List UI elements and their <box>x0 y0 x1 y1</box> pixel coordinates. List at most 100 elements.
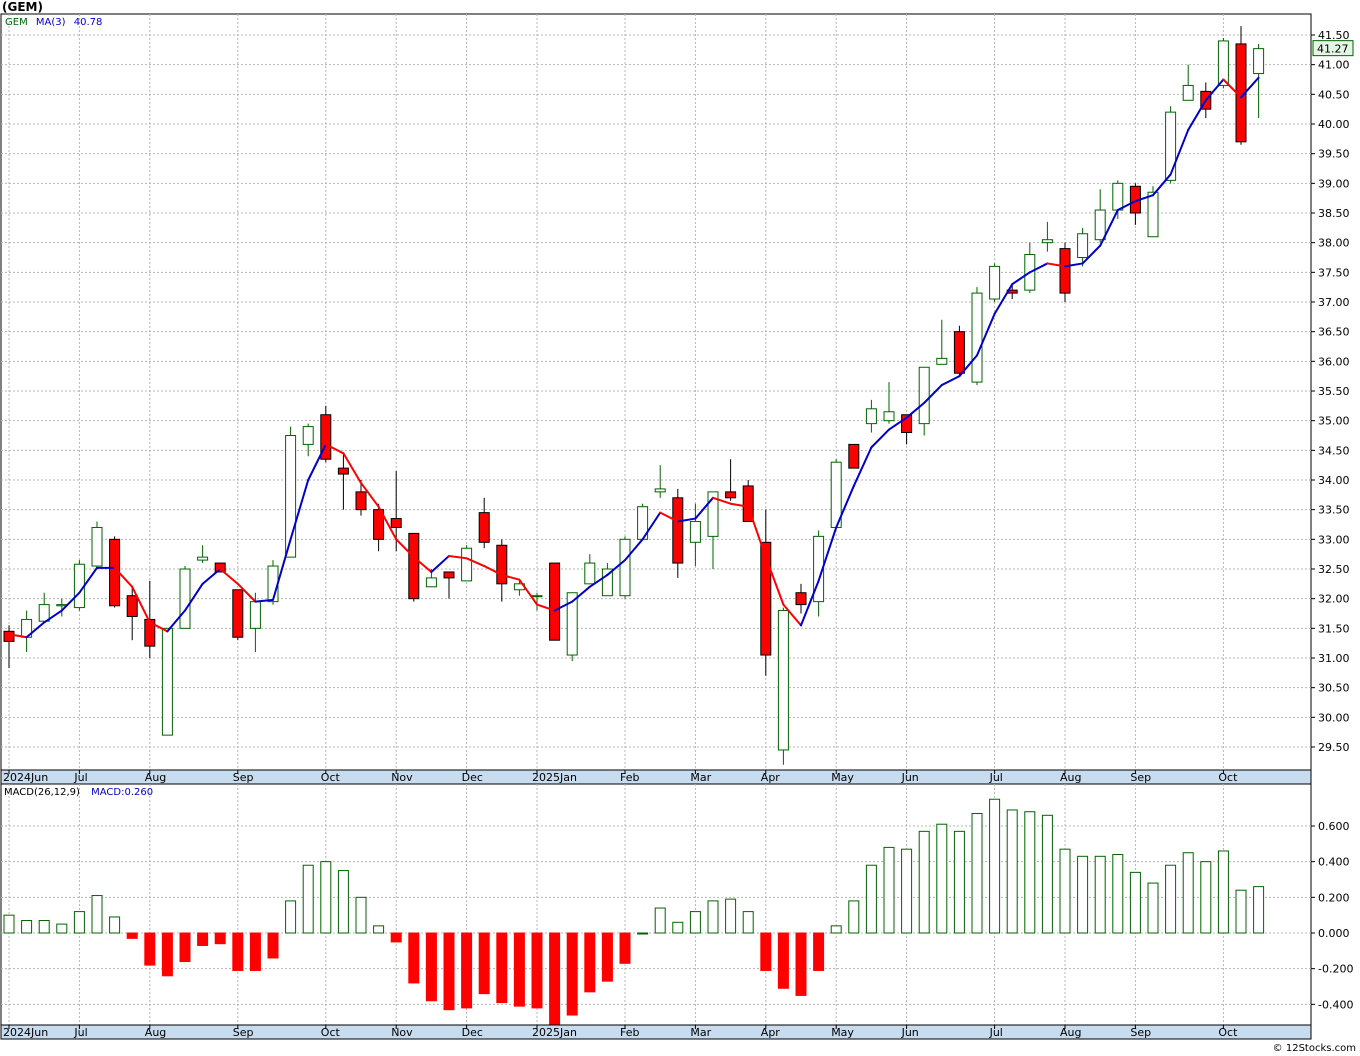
date-label: Dec <box>462 771 483 784</box>
ma-segment <box>958 354 978 378</box>
candle <box>566 592 578 661</box>
date-label: Jun <box>901 771 919 784</box>
macd-bar <box>73 911 85 934</box>
macd-bar <box>267 932 279 959</box>
price-y-tick-label: 39.50 <box>1318 148 1350 161</box>
date-label: Aug <box>1060 771 1081 784</box>
date-label: Sep <box>1130 1026 1151 1039</box>
candle-body <box>390 518 402 528</box>
candle <box>953 325 965 377</box>
macd-bar <box>1112 854 1124 934</box>
candle-body <box>197 556 209 561</box>
candle <box>936 319 948 365</box>
macd-bar <box>197 932 209 946</box>
price-y-tick-label: 36.50 <box>1318 326 1350 339</box>
macd-y-tick-label: -0.200 <box>1318 963 1353 976</box>
candle <box>672 488 684 578</box>
candle-body <box>179 568 191 629</box>
price-panel: 2024Jun Jul Aug Sep Oct Nov Dec 2025Jan Feb Mar Ap… <box>0 13 1350 785</box>
date-label: Apr <box>761 771 781 784</box>
last-price-tag: 41.27 <box>1312 40 1354 57</box>
date-label: Jun <box>901 1026 919 1039</box>
price-y-axis: 29.50 30.00 30.50 31.00 31.50 32.00 32.50 33.00… <box>1311 29 1350 754</box>
last-price-tag-box <box>1312 40 1354 57</box>
macd-legend: MACD(26,12,9) MACD:0.260 <box>4 787 153 798</box>
price-y-tick-label: 33.50 <box>1318 504 1350 517</box>
macd-bar <box>1006 809 1018 934</box>
candle <box>320 405 332 463</box>
ma-segment <box>571 585 591 603</box>
macd-bar <box>1235 889 1247 934</box>
macd-bar <box>425 932 437 1002</box>
ma-segment <box>553 600 574 612</box>
price-date-axis-band <box>0 769 1312 785</box>
ma-segment <box>764 556 785 606</box>
macd-bar <box>91 895 103 934</box>
ma-segment <box>800 579 820 627</box>
ma-segment <box>78 566 98 594</box>
macd-bar <box>1217 850 1229 934</box>
ma-segment <box>993 283 1014 315</box>
macd-y-tick-label: 0.400 <box>1318 856 1350 869</box>
date-label: Mar <box>690 771 711 784</box>
candle <box>179 566 191 629</box>
ma-segment <box>1240 76 1260 99</box>
candle-body <box>619 538 631 597</box>
candle-body <box>144 618 156 647</box>
price-y-tick-label: 33.00 <box>1318 533 1350 546</box>
candle-body <box>689 521 701 543</box>
ma-segment <box>131 585 151 624</box>
macd-bar <box>777 932 789 989</box>
date-label: Jul <box>73 771 87 784</box>
macd-date-axis: 2024Jun Jul Aug Sep Oct Nov Dec 2025Jan Feb Mar Ap… <box>3 1025 1238 1039</box>
ma-segment <box>923 384 943 404</box>
ma-segment <box>1169 128 1190 176</box>
macd-bar <box>109 916 121 934</box>
last-price-tag-value: 41.27 <box>1317 43 1349 56</box>
ma-segment <box>342 452 362 484</box>
ma-segment <box>518 578 538 606</box>
candle <box>285 426 297 558</box>
candle-body <box>531 595 543 598</box>
macd-bar <box>1165 864 1177 934</box>
ma-segment <box>412 556 433 573</box>
candle <box>478 497 490 549</box>
candle <box>813 530 825 617</box>
macd-bar <box>56 923 68 934</box>
candle-body <box>1147 191 1159 238</box>
candle-body <box>73 563 85 609</box>
ma-segment <box>940 375 961 387</box>
candle <box>91 521 103 569</box>
ma-segment <box>60 591 81 612</box>
macd-bar <box>848 900 860 934</box>
price-date-axis: 2024Jun Jul Aug Sep Oct Nov Dec 2025Jan Feb Mar Ap… <box>3 770 1238 784</box>
candle <box>408 532 420 602</box>
candle-body <box>672 497 684 564</box>
candle <box>883 382 895 424</box>
ma-segment <box>377 505 398 541</box>
macd-bar <box>637 932 649 935</box>
macd-y-tick-label: -0.400 <box>1318 998 1353 1011</box>
candle <box>302 423 314 457</box>
macd-bar <box>549 932 561 1027</box>
ma-segment <box>1099 209 1119 247</box>
price-plot-frame <box>0 13 1312 771</box>
ma-segment <box>465 557 486 568</box>
candle <box>214 562 226 573</box>
macd-bar <box>672 921 684 934</box>
macd-y-axis: -0.400 -0.200 0.000 0.200 0.400 0.600 <box>1311 820 1353 1011</box>
macd-bar <box>1094 855 1106 934</box>
candle <box>161 627 173 736</box>
ma-segment <box>712 496 732 505</box>
ma-segment <box>588 573 609 588</box>
ma-segment <box>606 559 626 576</box>
macd-bar <box>249 932 261 971</box>
candle <box>689 503 701 567</box>
date-label: 2025Jan <box>532 1026 577 1039</box>
price-y-tick-label: 36.00 <box>1318 355 1350 368</box>
macd-bar <box>1059 848 1071 934</box>
macd-bar <box>654 907 666 934</box>
candle <box>232 589 244 641</box>
ma-segment <box>870 428 890 449</box>
ma-segment <box>817 526 838 582</box>
